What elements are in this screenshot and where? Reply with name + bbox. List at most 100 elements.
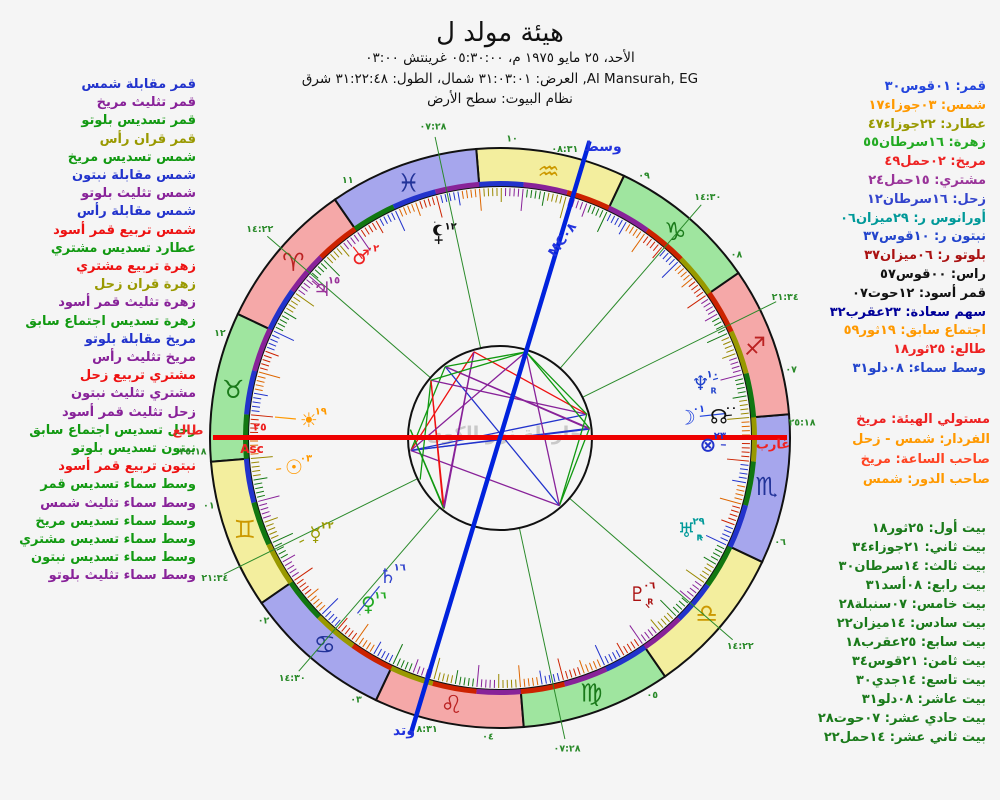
house-number-label: ١١ bbox=[342, 175, 354, 186]
degree-tick bbox=[454, 670, 459, 685]
house-item: بيت ثاني عشر: ١٤حمل٢٢ bbox=[823, 730, 986, 745]
bound-arc bbox=[390, 665, 434, 686]
degree-tick bbox=[252, 401, 261, 404]
zodiac-glyph-cancer-icon: ♋ bbox=[314, 630, 336, 659]
degree-tick bbox=[421, 667, 425, 676]
degree-tick bbox=[608, 653, 613, 662]
aspect-item: وسط سماء تسديس نبتون bbox=[30, 550, 196, 566]
bound-arc bbox=[520, 681, 566, 695]
bound-arc bbox=[563, 666, 608, 687]
meridian-axis-line bbox=[408, 140, 592, 736]
planet-pointer-uranus bbox=[698, 535, 704, 539]
bound-arc bbox=[353, 204, 395, 231]
degree-tick bbox=[368, 225, 374, 233]
aspect-line-sun-pluto bbox=[410, 449, 560, 507]
bound-arc bbox=[566, 190, 610, 211]
degree-tick bbox=[276, 546, 285, 551]
degree-tick bbox=[740, 464, 749, 466]
planet-item: قمر أسود: ١٢حوت٠٧ bbox=[852, 285, 986, 301]
degree-tick bbox=[737, 484, 746, 488]
planet-pointer-mercury bbox=[299, 539, 305, 543]
degree-tick bbox=[693, 288, 701, 294]
bound-arc bbox=[434, 181, 480, 195]
degree-tick bbox=[722, 533, 730, 538]
degree-tick bbox=[661, 261, 679, 278]
degree-tick bbox=[692, 584, 700, 590]
degree-tick bbox=[720, 374, 742, 381]
degree-tick bbox=[334, 619, 341, 627]
degree-tick bbox=[666, 612, 674, 620]
degree-tick bbox=[250, 453, 259, 455]
degree-tick bbox=[559, 196, 567, 219]
bound-arc bbox=[252, 328, 273, 372]
bound-arc bbox=[707, 291, 734, 333]
degree-tick bbox=[328, 613, 335, 621]
house-system: نظام البيوت: سطح الأرض bbox=[427, 91, 573, 107]
planet-degree-pluto: ٠٦ bbox=[643, 581, 655, 592]
house-number-label: ٠٤ bbox=[482, 731, 494, 742]
degree-tick bbox=[729, 513, 738, 517]
degree-tick bbox=[587, 204, 592, 213]
bound-arc bbox=[743, 372, 757, 418]
degree-tick bbox=[483, 188, 485, 197]
planet-degree-fortune: ٢٣ bbox=[714, 431, 726, 442]
degree-tick bbox=[261, 511, 270, 515]
degree-tick bbox=[732, 369, 741, 373]
degree-tick bbox=[321, 598, 339, 615]
aspect-item: نبتون تربيع قمر أسود bbox=[58, 459, 196, 475]
degree-tick bbox=[573, 668, 577, 677]
degree-tick bbox=[400, 660, 405, 668]
degree-tick bbox=[339, 245, 350, 257]
degree-tick bbox=[715, 325, 724, 330]
degree-tick bbox=[383, 216, 388, 224]
degree-tick bbox=[623, 645, 629, 654]
degree-tick bbox=[377, 648, 383, 657]
degree-tick bbox=[315, 601, 323, 608]
degree-tick bbox=[728, 517, 737, 522]
house-cusp-line bbox=[434, 136, 482, 349]
degree-tick bbox=[274, 542, 283, 547]
degree-tick bbox=[268, 342, 277, 347]
aspect-item: مشتري تربيع زحل bbox=[79, 368, 196, 384]
planet-item: مريخ: ٠٢حمل٤٩ bbox=[884, 154, 986, 170]
degree-tick bbox=[680, 271, 687, 278]
retrograde-flag-uranus: R bbox=[697, 533, 703, 542]
cusp-degree-label: ٠٧:٢٨ bbox=[554, 743, 581, 754]
house-number-label: ٠٧ bbox=[785, 365, 797, 376]
zodiac-glyph-aquarius-icon: ♒ bbox=[537, 157, 559, 186]
degree-tick bbox=[323, 259, 340, 277]
degree-tick bbox=[649, 241, 656, 249]
planet-pointer-sun bbox=[276, 468, 282, 470]
ruler-item: مستولي الهيئة: مريخ bbox=[856, 412, 990, 427]
planet-positions-list: قمر: ٠١قوس٣٠ شمس: ٠٣جوزاء١٧ عطارد: ٢٢جوزاء… bbox=[800, 78, 986, 379]
cusp-degree-label: ٠٨:٣١ bbox=[411, 724, 438, 735]
degree-tick bbox=[391, 212, 396, 221]
degree-tick bbox=[344, 627, 351, 635]
degree-tick bbox=[283, 311, 297, 320]
degree-tick bbox=[479, 188, 482, 211]
degree-tick bbox=[358, 637, 365, 645]
planet-item: طالع: ٢٥ثور١٨ bbox=[893, 342, 986, 358]
degree-tick bbox=[270, 338, 278, 343]
aspect-item: عطارد تسديس مشتري bbox=[50, 240, 196, 256]
degree-tick bbox=[254, 482, 263, 485]
bound-arc bbox=[319, 226, 357, 259]
degree-tick bbox=[703, 556, 717, 565]
degree-tick bbox=[660, 599, 677, 617]
degree-tick bbox=[647, 629, 654, 637]
bound-arc bbox=[728, 330, 749, 375]
degree-tick bbox=[575, 200, 579, 209]
degree-tick bbox=[307, 588, 319, 599]
degree-tick bbox=[416, 666, 421, 675]
degree-tick bbox=[606, 213, 612, 222]
zodiac-glyph-gemini-icon: ♊ bbox=[234, 515, 256, 544]
planet-glyph-saturn-icon: ♄ bbox=[379, 564, 397, 588]
degree-tick bbox=[463, 677, 466, 686]
degree-tick bbox=[280, 553, 288, 559]
degree-tick bbox=[273, 330, 295, 342]
degree-tick bbox=[360, 229, 367, 237]
planet-item: أورانوس ر: ٢٩ميزان٠٦ bbox=[840, 210, 986, 226]
degree-tick bbox=[686, 590, 694, 597]
degree-tick bbox=[675, 603, 683, 610]
degree-tick bbox=[318, 604, 326, 612]
